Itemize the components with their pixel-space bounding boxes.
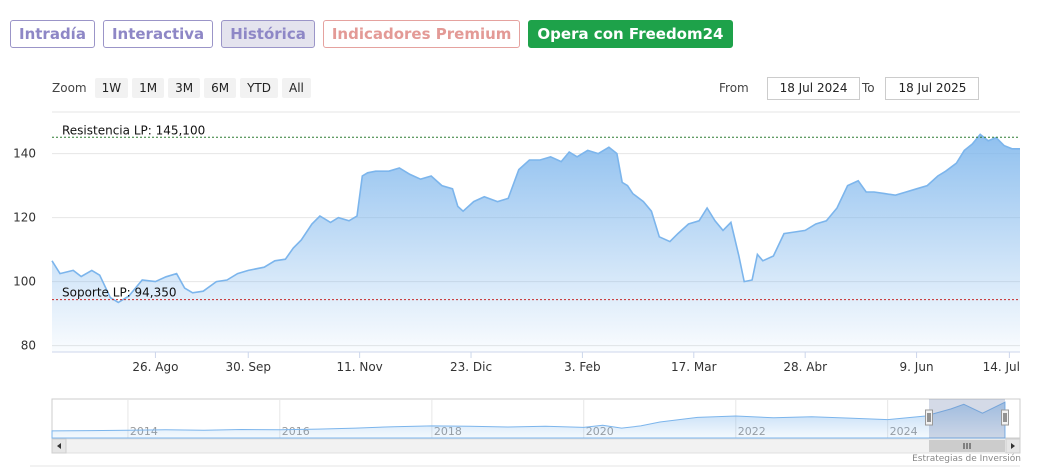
to-date-input[interactable]: 18 Jul 2025 xyxy=(885,77,980,100)
zoom-all-button[interactable]: All xyxy=(282,78,311,98)
x-tick-label: 26. Ago xyxy=(132,360,178,374)
support-label: Soporte LP: 94,350 xyxy=(62,286,177,300)
tab-indicadores-premium[interactable]: Indicadores Premium xyxy=(322,20,521,48)
zoom-1w-button[interactable]: 1W xyxy=(94,78,129,98)
y-tick-label: 120 xyxy=(13,211,36,225)
view-tabs: Intradía Interactiva Histórica Indicador… xyxy=(10,20,733,48)
range-from: From 18 Jul 2024 xyxy=(719,77,861,100)
zoom-6m-button[interactable]: 6M xyxy=(204,78,237,98)
opera-freedom24-button[interactable]: Opera con Freedom24 xyxy=(528,20,733,48)
zoom-selector: Zoom 1W 1M 3M 6M YTD All xyxy=(52,78,311,98)
navigator-series xyxy=(51,401,1006,439)
zoom-3m-button[interactable]: 3M xyxy=(168,78,201,98)
y-tick-label: 80 xyxy=(21,339,36,353)
y-tick-label: 140 xyxy=(13,147,36,161)
scroll-right-arrow-icon xyxy=(1011,443,1015,449)
x-tick-label: 23. Dic xyxy=(450,360,492,374)
x-tick-label: 14. Jul xyxy=(983,360,1020,374)
x-tick-label: 30. Sep xyxy=(225,360,271,374)
tab-interactiva[interactable]: Interactiva xyxy=(102,20,214,48)
zoom-label: Zoom xyxy=(52,81,87,95)
navigator-left-handle[interactable] xyxy=(925,409,933,426)
chart-credits: Estrategias de Inversión xyxy=(912,454,1021,464)
from-label: From xyxy=(719,81,749,95)
from-date-input[interactable]: 18 Jul 2024 xyxy=(766,77,861,100)
x-tick-label: 17. Mar xyxy=(671,360,717,374)
zoom-ytd-button[interactable]: YTD xyxy=(240,78,278,98)
price-line xyxy=(51,133,1020,304)
x-tick-label: 3. Feb xyxy=(564,360,601,374)
tab-historica[interactable]: Histórica xyxy=(221,20,315,48)
x-tick-label: 11. Nov xyxy=(336,360,382,374)
scroll-left-arrow-icon xyxy=(57,443,61,449)
price-area xyxy=(52,134,1020,352)
range-to: To 18 Jul 2025 xyxy=(862,77,980,100)
to-label: To xyxy=(862,81,875,95)
x-tick-label: 28. Abr xyxy=(783,360,827,374)
zoom-1m-button[interactable]: 1M xyxy=(132,78,165,98)
navigator-right-handle[interactable] xyxy=(1001,409,1009,426)
resistance-label: Resistencia LP: 145,100 xyxy=(62,123,205,137)
y-tick-label: 100 xyxy=(13,275,36,289)
x-tick-label: 9. Jun xyxy=(900,360,934,374)
tab-intradia[interactable]: Intradía xyxy=(10,20,95,48)
navigator-selection[interactable] xyxy=(929,399,1005,438)
scrollbar[interactable] xyxy=(51,438,1021,454)
